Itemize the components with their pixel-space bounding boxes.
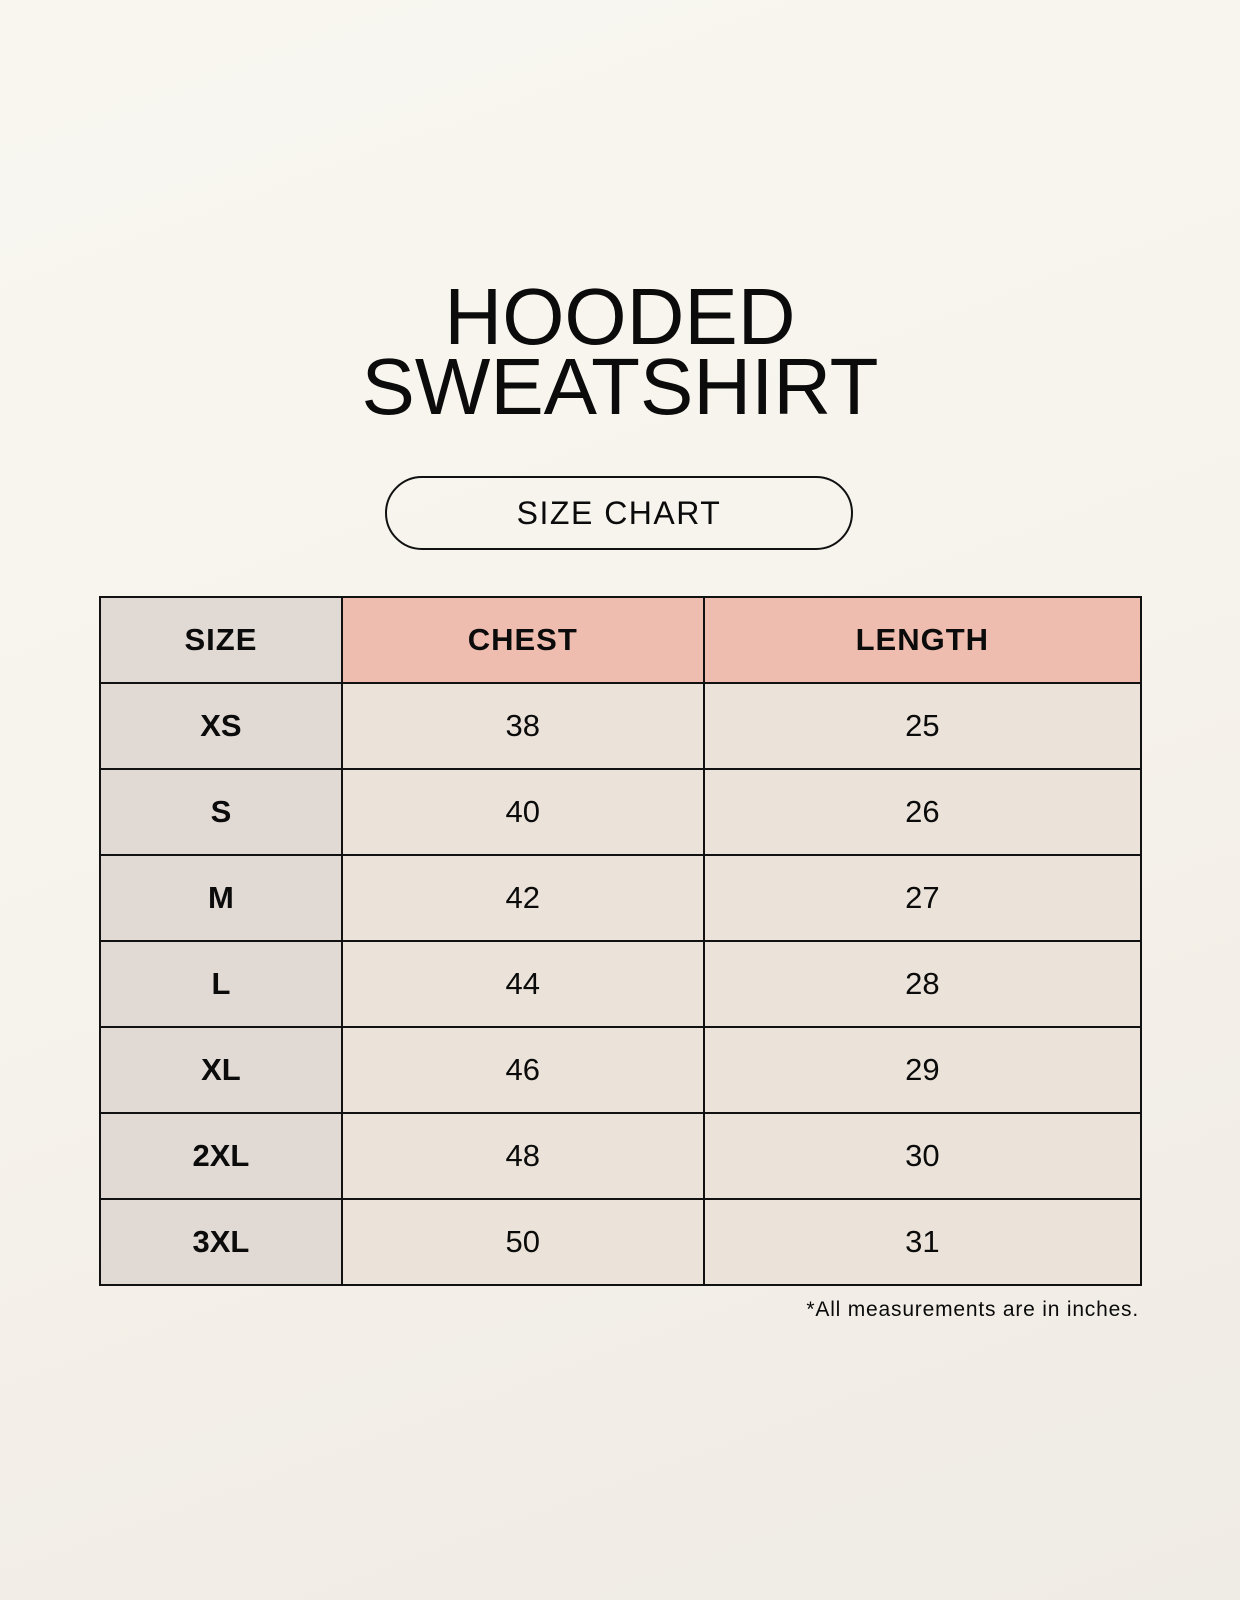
cell-size: M (99, 854, 343, 942)
cell-chest: 46 (340, 1026, 705, 1114)
cell-size: XL (99, 1026, 343, 1114)
table-row: 2XL 48 30 (99, 1112, 1143, 1200)
size-table: SIZE CHEST LENGTH XS 38 25 S 40 26 M 42 27 L 44 28 X… (99, 596, 1143, 1286)
footnote: *All measurements are in inches. (806, 1298, 1139, 1321)
size-chart-label: SIZE CHART (385, 476, 853, 550)
table-row: M 42 27 (99, 854, 1143, 942)
cell-size: L (99, 940, 343, 1028)
cell-chest: 44 (340, 940, 705, 1028)
cell-length: 31 (702, 1198, 1143, 1286)
table-row: 3XL 50 31 (99, 1198, 1143, 1286)
table-row: S 40 26 (99, 768, 1143, 856)
cell-chest: 38 (340, 682, 705, 770)
cell-length: 27 (702, 854, 1143, 942)
cell-size: XS (99, 682, 343, 770)
table-header-row: SIZE CHEST LENGTH (99, 596, 1143, 684)
cell-size: 2XL (99, 1112, 343, 1200)
title-line-2: SWEATSHIRT (361, 342, 879, 431)
header-size: SIZE (99, 596, 343, 684)
table-row: L 44 28 (99, 940, 1143, 1028)
cell-chest: 50 (340, 1198, 705, 1286)
cell-length: 28 (702, 940, 1143, 1028)
cell-length: 29 (702, 1026, 1143, 1114)
cell-chest: 42 (340, 854, 705, 942)
table-row: XS 38 25 (99, 682, 1143, 770)
cell-length: 26 (702, 768, 1143, 856)
title-line-1: HOODED (444, 272, 796, 361)
page-title: HOODED SWEATSHIRT (0, 272, 1240, 431)
cell-size: S (99, 768, 343, 856)
header-length: LENGTH (702, 596, 1143, 684)
cell-size: 3XL (99, 1198, 343, 1286)
cell-chest: 48 (340, 1112, 705, 1200)
table-row: XL 46 29 (99, 1026, 1143, 1114)
cell-length: 30 (702, 1112, 1143, 1200)
cell-chest: 40 (340, 768, 705, 856)
header-chest: CHEST (340, 596, 705, 684)
cell-length: 25 (702, 682, 1143, 770)
